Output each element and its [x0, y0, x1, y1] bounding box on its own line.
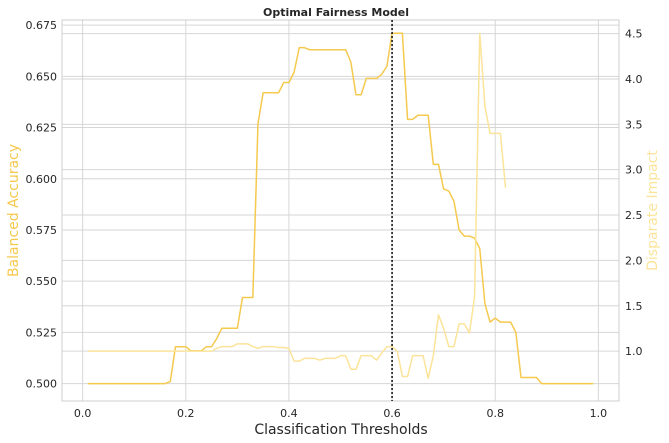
y-left-tick-label: 0.675 — [26, 19, 58, 32]
x-tick-label: 0.0 — [74, 407, 92, 420]
y-left-tick-label: 0.575 — [26, 224, 58, 237]
chart-title: Optimal Fairness Model — [263, 6, 409, 19]
grid-layer — [62, 20, 619, 401]
series-layer — [87, 32, 594, 385]
x-tick-label: 0.2 — [177, 407, 195, 420]
y-left-tick-label: 0.550 — [26, 275, 58, 288]
plot-frame — [61, 19, 620, 402]
x-tick-label: 1.0 — [590, 407, 608, 420]
y-right-tick-label: 2.5 — [625, 209, 643, 222]
y-left-tick-label: 0.650 — [26, 70, 58, 83]
y-right-tick-label: 3.0 — [625, 164, 643, 177]
x-tick-label: 0.4 — [280, 407, 298, 420]
disparate-impact-line — [87, 32, 507, 380]
y-right-tick-label: 1.0 — [625, 345, 643, 358]
y-right-tick-label: 1.5 — [625, 300, 643, 313]
y-left-tick-label: 0.625 — [26, 122, 58, 135]
y-right-tick-label: 4.0 — [625, 73, 643, 86]
y-left-tick-label: 0.600 — [26, 173, 58, 186]
y-axis-left-label: Balanced Accuracy — [6, 144, 22, 277]
y-axis-right-label: Disparate Impact — [645, 150, 661, 271]
tick-labels-layer: 0.0 0.2 0.4 0.6 0.8 1.0 0.500 0.525 0.550 0.575 0.… — [26, 19, 643, 420]
y-right-tick-label: 4.5 — [625, 28, 643, 41]
y-right-tick-label: 2.0 — [625, 254, 643, 267]
x-axis-label: Classification Thresholds — [254, 422, 427, 438]
plot-border — [61, 19, 620, 402]
y-left-tick-label: 0.500 — [26, 378, 58, 391]
x-tick-label: 0.6 — [383, 407, 401, 420]
balanced-accuracy-line — [87, 32, 594, 385]
y-left-tick-label: 0.525 — [26, 326, 58, 339]
x-tick-label: 0.8 — [486, 407, 504, 420]
y-right-tick-label: 3.5 — [625, 118, 643, 131]
